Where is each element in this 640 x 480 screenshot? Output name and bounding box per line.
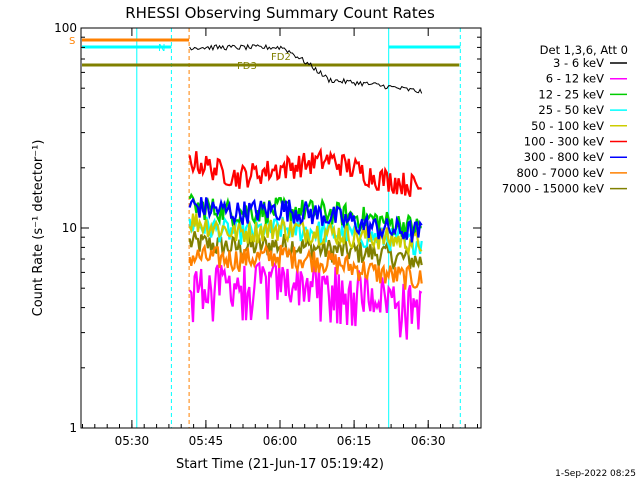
x-axis-label: Start Time (21-Jun-17 05:19:42) — [176, 457, 384, 472]
legend-label-1: 6 - 12 keV — [546, 72, 604, 86]
series-traces — [188, 43, 423, 340]
y-tick-label-0: 1 — [69, 421, 77, 435]
marker-fd3: FD3 — [237, 61, 257, 72]
legend-header: Det 1,3,6, Att 0 — [540, 43, 628, 57]
legend-label-7: 800 - 7000 keV — [516, 166, 604, 180]
x-tick-label-2: 06:00 — [263, 434, 298, 448]
series-line-4 — [188, 213, 423, 257]
x-tick-label-3: 06:15 — [337, 434, 372, 448]
y-tick-label-2: 100 — [54, 21, 77, 35]
axes: 05:30 05:45 06:00 06:15 06:30 1 10 100 — [54, 21, 481, 448]
series-line-1 — [188, 261, 423, 340]
marker-s: S — [69, 36, 75, 47]
chart-title: RHESSI Observing Summary Count Rates — [125, 4, 435, 22]
legend-label-8: 7000 - 15000 keV — [502, 182, 604, 196]
x-tick-label-0: 05:30 — [115, 434, 150, 448]
series-line-2 — [188, 192, 423, 238]
series-line-7 — [188, 243, 423, 290]
legend-label-4: 50 - 100 keV — [531, 119, 604, 133]
series-line-6 — [188, 197, 423, 243]
legend-label-6: 300 - 800 keV — [524, 150, 604, 164]
series-line-0 — [189, 43, 423, 94]
y-axis-label: Count Rate (s⁻¹ detector⁻¹) — [31, 140, 46, 317]
footer-timestamp: 1-Sep-2022 08:25 — [555, 469, 636, 479]
x-tick-label-4: 06:30 — [411, 434, 446, 448]
legend-label-3: 25 - 50 keV — [538, 103, 604, 117]
marker-n: N — [158, 43, 165, 54]
y-tick-label-1: 10 — [62, 221, 77, 235]
x-tick-label-1: 05:45 — [189, 434, 224, 448]
legend-label-5: 100 - 300 keV — [524, 135, 604, 149]
legend-label-2: 12 - 25 keV — [538, 87, 604, 101]
series-line-5 — [188, 146, 423, 198]
series-line-8 — [188, 231, 423, 270]
legend-label-0: 3 - 6 keV — [553, 56, 604, 70]
marker-fd2: FD2 — [271, 52, 291, 63]
